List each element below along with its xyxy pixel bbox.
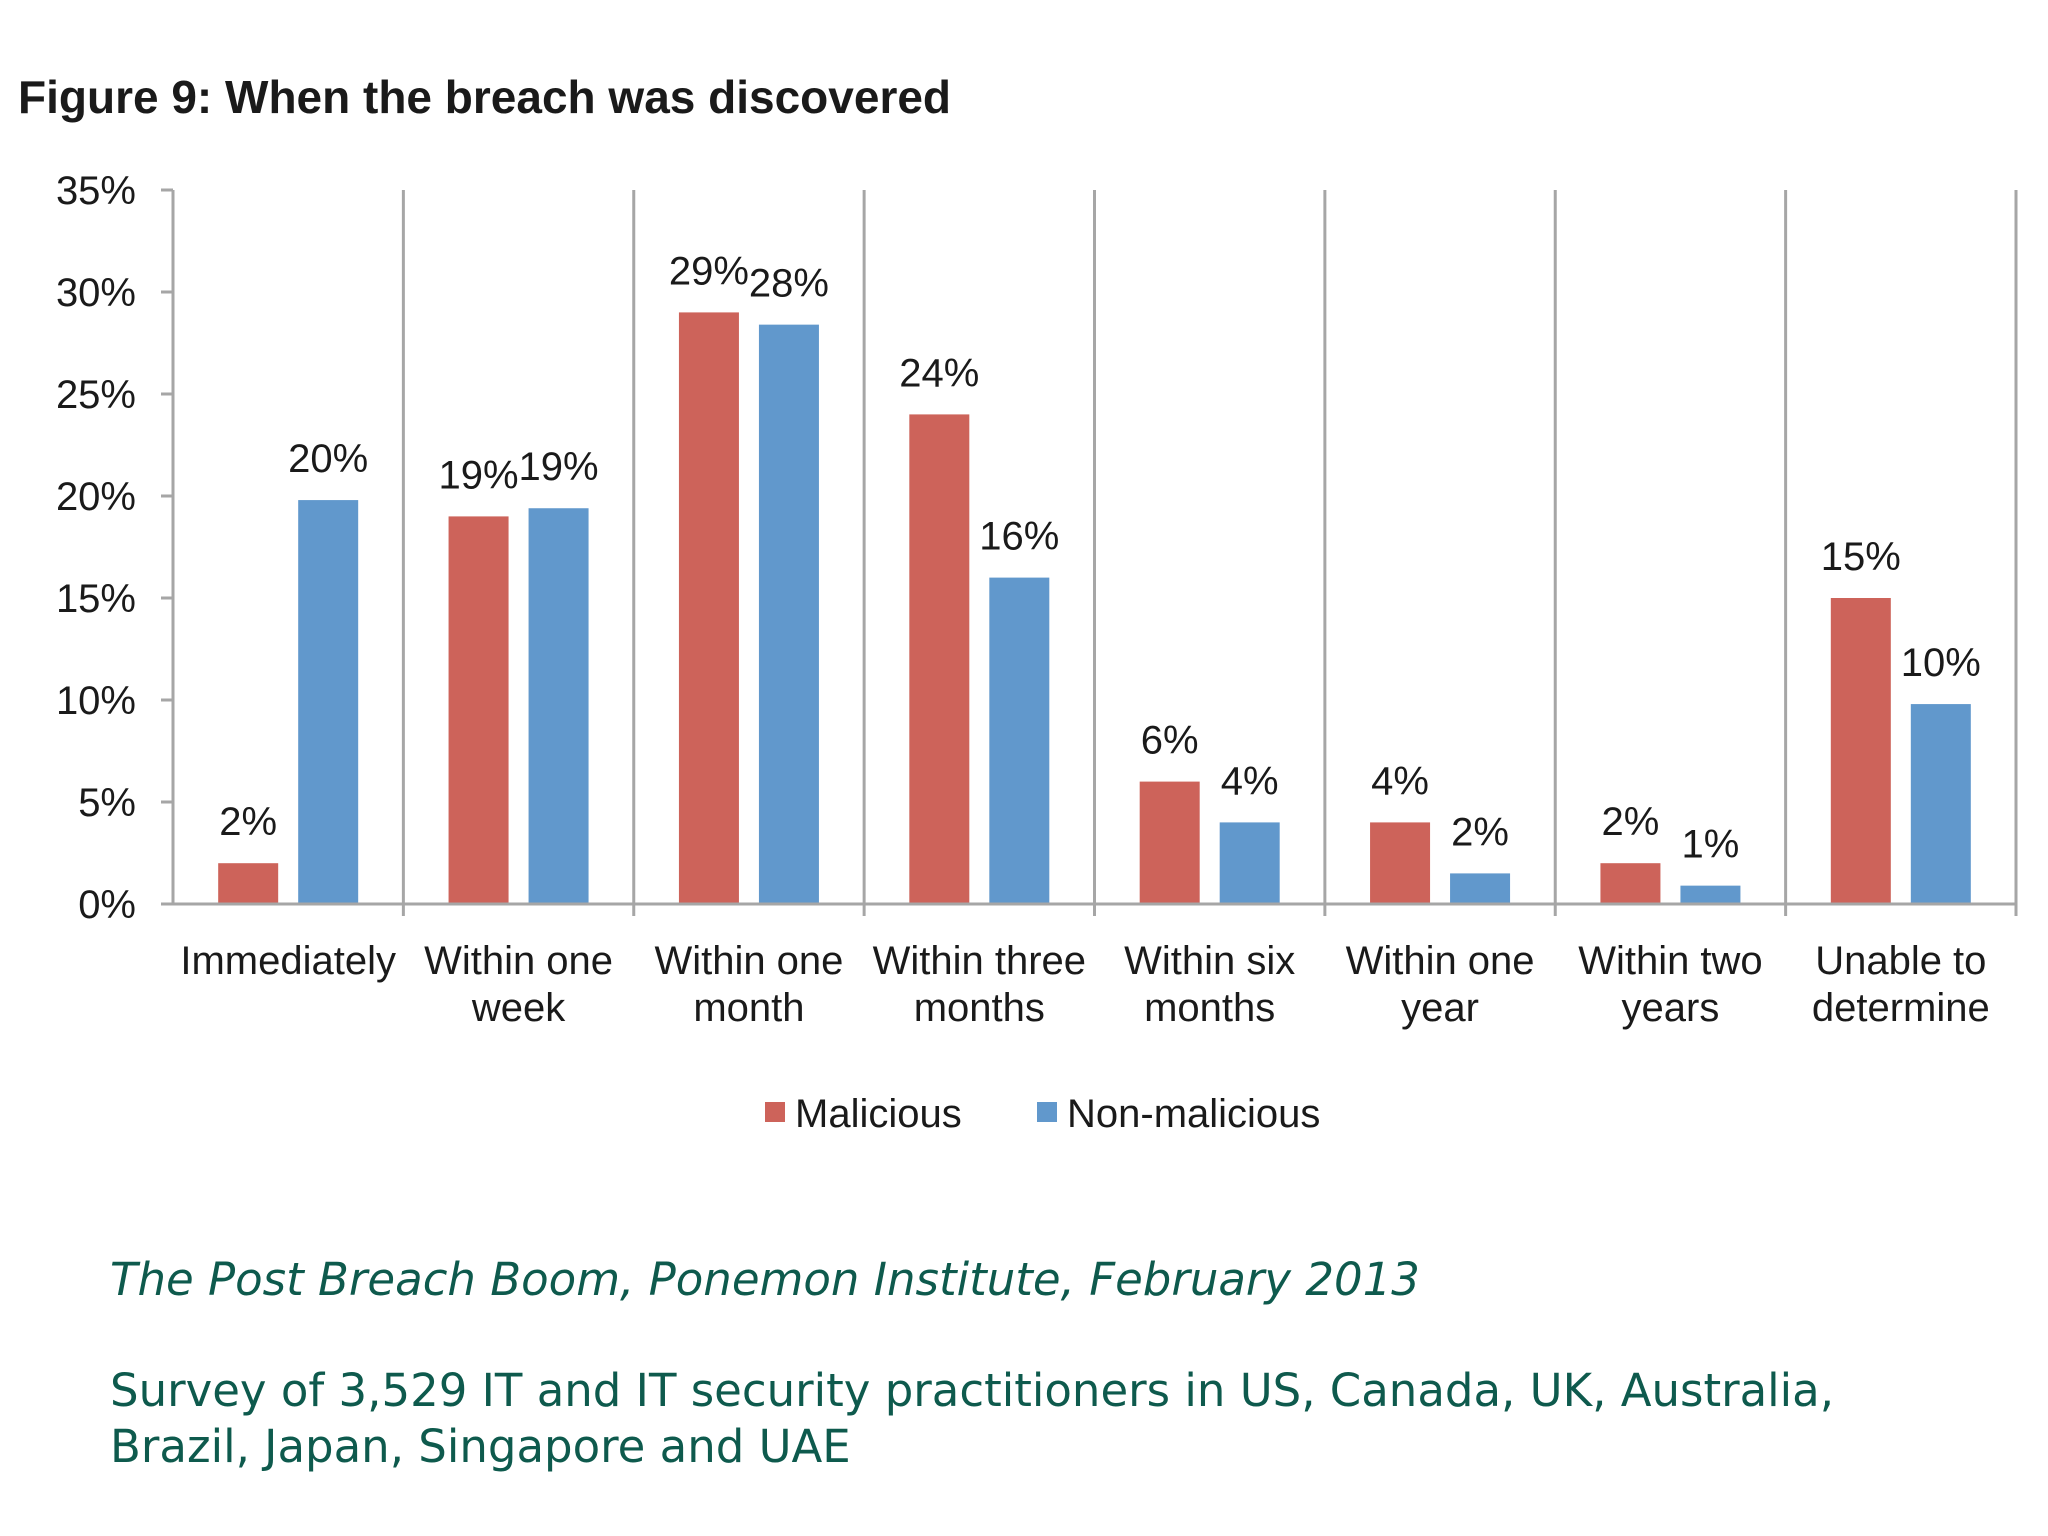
x-category-label: months [1144,986,1275,1030]
bar-non-malicious [989,577,1050,904]
survey-note: Survey of 3,529 IT and IT security pract… [110,1363,1990,1475]
category-separators [401,190,2018,916]
bars [218,312,1971,904]
x-category-label: Within two [1578,939,1763,983]
chart-title: Figure 9: When the breach was discovered [18,71,952,123]
x-category-label: months [914,986,1045,1030]
y-tick-label: 20% [56,475,136,519]
y-tick-label: 5% [78,781,136,825]
data-label: 10% [1901,641,1981,685]
data-label: 4% [1371,759,1429,803]
bar-malicious [1830,598,1891,904]
bar-non-malicious [1219,822,1280,904]
legend-label: Malicious [795,1092,962,1136]
bar-malicious [909,414,970,904]
y-tick-label: 25% [56,373,136,417]
data-label: 6% [1141,719,1199,763]
bar-non-malicious [1910,704,1971,904]
bar-malicious [448,516,509,904]
x-category-label: years [1622,986,1720,1030]
y-tick-label: 30% [56,271,136,315]
bar-chart: 0% 5% 10% 15% 20% 25% 30% 35% 2% 20% 19% 19% 29% 28%… [56,169,2018,1136]
y-tick-label: 10% [56,679,136,723]
data-label: 2% [219,800,277,844]
data-label: 20% [288,437,368,481]
bar-malicious [1139,781,1200,904]
survey-line: Brazil, Japan, Singapore and UAE [110,1420,851,1473]
bar-malicious [678,312,739,904]
x-category-label: month [693,986,804,1030]
data-label: 15% [1821,535,1901,579]
data-labels: 2% 20% 19% 19% 29% 28% 24% 16% 6% 4% 4% 2% 2% 1% 15% 10… [219,249,1981,866]
bar-non-malicious [1680,885,1741,904]
data-label: 28% [749,262,829,306]
x-category-label: Within one [654,939,843,983]
x-category-label: year [1401,986,1479,1030]
data-label: 4% [1221,759,1279,803]
x-category-label: Within three [873,939,1086,983]
x-category-label: Unable to [1815,939,1986,983]
data-label: 29% [669,249,749,293]
legend-swatch [765,1102,785,1122]
bar-malicious [1370,822,1431,904]
y-tick-label: 35% [56,169,136,213]
x-category-label: Within six [1124,939,1295,983]
x-category-label: week [471,986,566,1030]
y-axis: 0% 5% 10% 15% 20% 25% 30% 35% [56,169,175,927]
data-label: 1% [1682,823,1740,867]
data-label: 2% [1451,810,1509,854]
y-tick-label: 0% [78,883,136,927]
source-citation: The Post Breach Boom, Ponemon Institute,… [110,1253,1420,1306]
bar-malicious [218,863,279,904]
data-label: 2% [1602,800,1660,844]
legend-swatch [1037,1102,1057,1122]
bar-non-malicious [758,324,819,904]
bar-non-malicious [528,508,589,904]
data-label: 19% [439,453,519,497]
x-category-label: determine [1812,986,1990,1030]
legend-label: Non-malicious [1067,1092,1320,1136]
data-label: 19% [519,445,599,489]
survey-line: Survey of 3,529 IT and IT security pract… [110,1364,1835,1417]
bar-malicious [1600,863,1661,904]
y-tick-label: 15% [56,577,136,621]
data-label: 24% [899,351,979,395]
x-category-label: Immediately [180,939,396,983]
data-label: 16% [979,515,1059,559]
bar-non-malicious [298,500,359,904]
bar-non-malicious [1450,873,1511,904]
x-category-label: Within one [424,939,613,983]
legend: Malicious Non-malicious [765,1092,1320,1136]
x-category-label: Within one [1346,939,1535,983]
